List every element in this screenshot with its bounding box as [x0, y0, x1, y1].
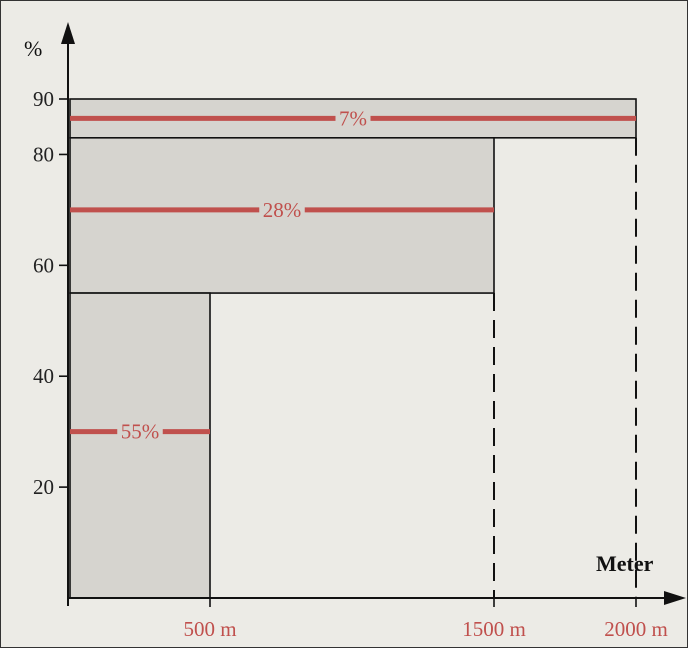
value-label-55pct: 55%: [121, 420, 160, 444]
x-ticks-layer: 500 m 1500 m 2000 m: [183, 598, 668, 641]
x-tick-label-1500: 1500 m: [462, 617, 526, 641]
y-axis-unit-label: %: [24, 36, 42, 61]
y-ticks-layer: 20 40 60 80 90: [33, 87, 68, 499]
x-tick-label-2000: 2000 m: [604, 617, 668, 641]
x-axis-unit-label: Meter: [596, 551, 654, 576]
y-tick-label-60: 60: [33, 253, 54, 277]
value-label-7pct: 7%: [339, 106, 367, 130]
band-28pct: [69, 137, 495, 294]
value-label-28pct: 28%: [263, 198, 302, 222]
y-tick-label-90: 90: [33, 87, 54, 111]
x-tick-label-500: 500 m: [183, 617, 236, 641]
band-55pct: [69, 292, 211, 599]
bands-layer: [69, 98, 637, 599]
y-tick-label-20: 20: [33, 475, 54, 499]
value-lines-layer: 55% 28% 7%: [70, 106, 636, 444]
y-tick-label-80: 80: [33, 142, 54, 166]
y-tick-label-40: 40: [33, 364, 54, 388]
axes-layer: [61, 22, 686, 606]
x-axis-arrow-icon: [664, 591, 686, 605]
y-axis-arrow-icon: [61, 22, 75, 44]
dashed-guides-layer: [493, 137, 637, 598]
